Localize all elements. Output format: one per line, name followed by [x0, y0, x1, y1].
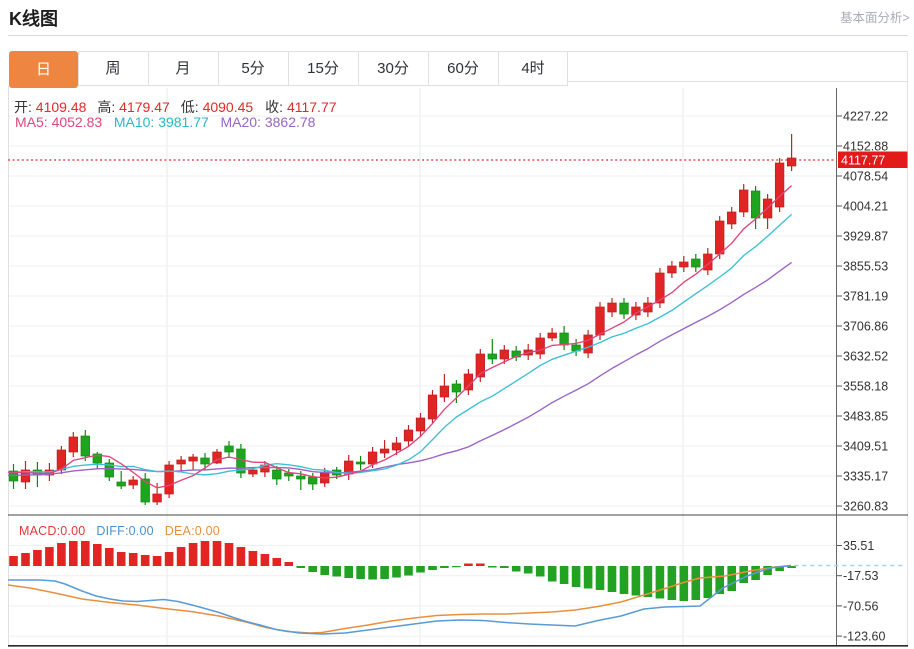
svg-text:3706.86: 3706.86: [843, 320, 888, 334]
svg-text:3929.87: 3929.87: [843, 230, 888, 244]
svg-text:35.51: 35.51: [843, 539, 874, 553]
svg-text:3483.85: 3483.85: [843, 410, 888, 424]
svg-text:-70.56: -70.56: [843, 599, 878, 613]
svg-text:3781.19: 3781.19: [843, 290, 888, 304]
svg-text:4004.21: 4004.21: [843, 200, 888, 214]
svg-text:3632.52: 3632.52: [843, 350, 888, 364]
svg-text:4078.54: 4078.54: [843, 170, 888, 184]
svg-text:3558.18: 3558.18: [843, 380, 888, 394]
svg-text:4227.22: 4227.22: [843, 110, 888, 124]
svg-text:4152.88: 4152.88: [843, 140, 888, 154]
svg-text:3409.51: 3409.51: [843, 440, 888, 454]
svg-text:-17.53: -17.53: [843, 569, 878, 583]
svg-text:4117.77: 4117.77: [841, 153, 885, 167]
svg-text:-123.60: -123.60: [843, 630, 885, 644]
svg-text:3260.83: 3260.83: [843, 500, 888, 514]
svg-text:3855.53: 3855.53: [843, 260, 888, 274]
svg-text:3335.17: 3335.17: [843, 470, 888, 484]
